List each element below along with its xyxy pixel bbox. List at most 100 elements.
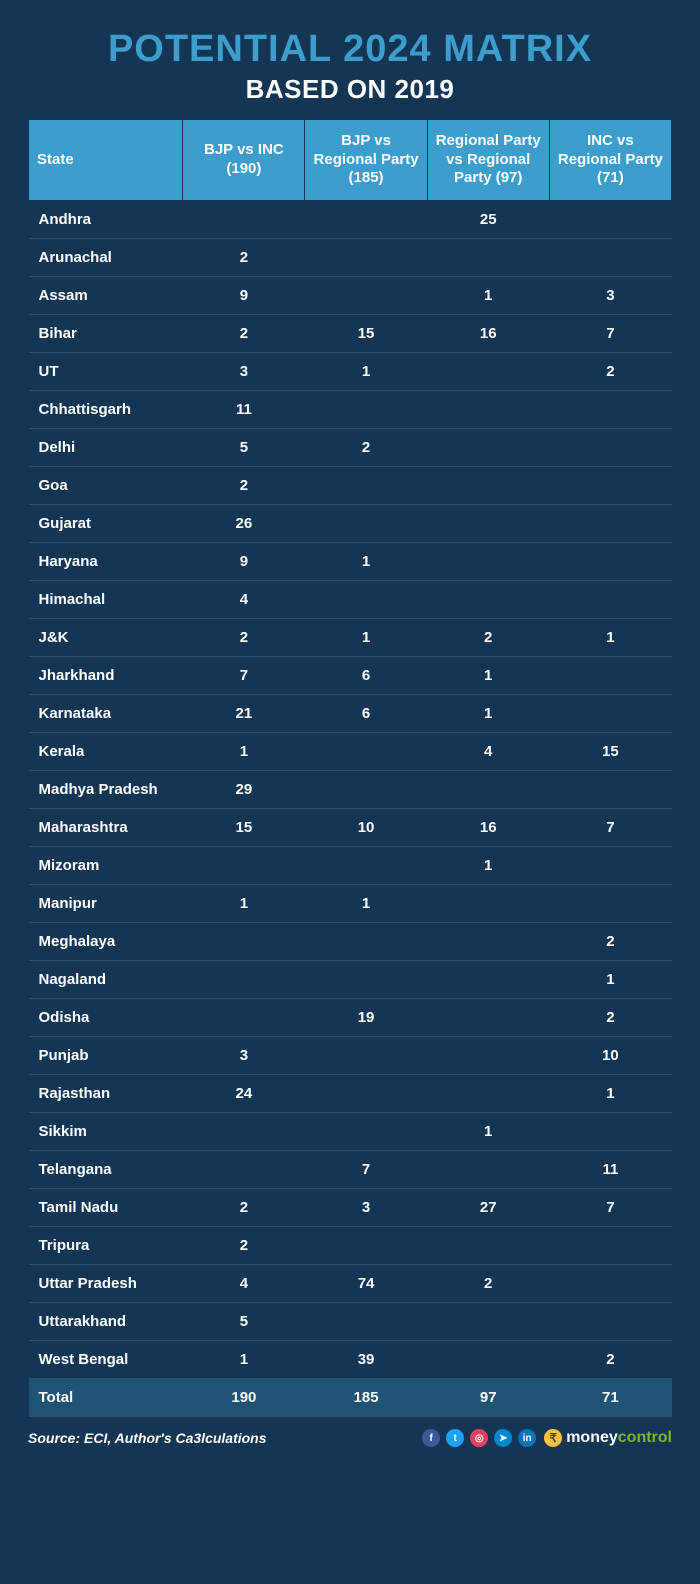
table-row: Kerala1415 bbox=[29, 733, 672, 771]
value-cell: 1 bbox=[549, 1075, 671, 1113]
value-cell: 1 bbox=[427, 657, 549, 695]
column-header: BJP vs Regional Party (185) bbox=[305, 119, 427, 200]
value-cell: 1 bbox=[427, 277, 549, 315]
value-cell: 2 bbox=[549, 1341, 671, 1379]
value-cell bbox=[549, 657, 671, 695]
state-cell: J&K bbox=[29, 619, 183, 657]
value-cell: 2 bbox=[183, 315, 305, 353]
table-row: Nagaland1 bbox=[29, 961, 672, 999]
value-cell bbox=[427, 239, 549, 277]
state-cell: Uttar Pradesh bbox=[29, 1265, 183, 1303]
value-cell: 15 bbox=[549, 733, 671, 771]
source-text: Source: ECI, Author's Ca3lculations bbox=[28, 1430, 267, 1446]
table-row: Telangana711 bbox=[29, 1151, 672, 1189]
value-cell bbox=[549, 467, 671, 505]
brand-prefix: money bbox=[566, 1429, 618, 1446]
table-row: Goa2 bbox=[29, 467, 672, 505]
value-cell bbox=[549, 543, 671, 581]
state-cell: Arunachal bbox=[29, 239, 183, 277]
value-cell bbox=[305, 847, 427, 885]
value-cell bbox=[183, 847, 305, 885]
value-cell bbox=[305, 467, 427, 505]
value-cell bbox=[305, 277, 427, 315]
value-cell bbox=[427, 429, 549, 467]
value-cell: 26 bbox=[183, 505, 305, 543]
state-cell: Delhi bbox=[29, 429, 183, 467]
value-cell bbox=[549, 201, 671, 239]
value-cell bbox=[305, 923, 427, 961]
value-cell: 1 bbox=[549, 619, 671, 657]
value-cell bbox=[427, 999, 549, 1037]
column-header: State bbox=[29, 119, 183, 200]
value-cell bbox=[305, 505, 427, 543]
value-cell bbox=[549, 695, 671, 733]
value-cell: 19 bbox=[305, 999, 427, 1037]
value-cell: 2 bbox=[305, 429, 427, 467]
table-row: Haryana91 bbox=[29, 543, 672, 581]
value-cell bbox=[305, 1113, 427, 1151]
table-row: Chhattisgarh11 bbox=[29, 391, 672, 429]
value-cell: 7 bbox=[183, 657, 305, 695]
value-cell bbox=[427, 467, 549, 505]
value-cell: 1 bbox=[305, 885, 427, 923]
telegram-icon[interactable]: ➤ bbox=[494, 1429, 512, 1447]
value-cell: 2 bbox=[183, 1189, 305, 1227]
value-cell: 1 bbox=[305, 619, 427, 657]
value-cell: 15 bbox=[183, 809, 305, 847]
value-cell bbox=[549, 1113, 671, 1151]
facebook-icon[interactable]: f bbox=[422, 1429, 440, 1447]
table-row: Mizoram1 bbox=[29, 847, 672, 885]
value-cell: 6 bbox=[305, 695, 427, 733]
value-cell: 7 bbox=[305, 1151, 427, 1189]
value-cell bbox=[183, 999, 305, 1037]
value-cell: 1 bbox=[183, 1341, 305, 1379]
value-cell: 21 bbox=[183, 695, 305, 733]
value-cell bbox=[427, 1151, 549, 1189]
value-cell: 2 bbox=[183, 467, 305, 505]
state-cell: Tripura bbox=[29, 1227, 183, 1265]
column-header: BJP vs INC (190) bbox=[183, 119, 305, 200]
value-cell: 27 bbox=[427, 1189, 549, 1227]
table-row: Tripura2 bbox=[29, 1227, 672, 1265]
state-cell: UT bbox=[29, 353, 183, 391]
instagram-icon[interactable]: ◎ bbox=[470, 1429, 488, 1447]
state-cell: West Bengal bbox=[29, 1341, 183, 1379]
brand-suffix: control bbox=[618, 1429, 672, 1446]
state-cell: Punjab bbox=[29, 1037, 183, 1075]
total-value-cell: 185 bbox=[305, 1379, 427, 1417]
value-cell: 25 bbox=[427, 201, 549, 239]
twitter-icon[interactable]: t bbox=[446, 1429, 464, 1447]
value-cell: 15 bbox=[305, 315, 427, 353]
state-cell: Maharashtra bbox=[29, 809, 183, 847]
state-cell: Odisha bbox=[29, 999, 183, 1037]
state-cell: Rajasthan bbox=[29, 1075, 183, 1113]
total-row: Total1901859771 bbox=[29, 1379, 672, 1417]
matrix-table: StateBJP vs INC (190)BJP vs Regional Par… bbox=[28, 119, 672, 1417]
table-body: Andhra25Arunachal2Assam913Bihar215167UT3… bbox=[29, 201, 672, 1417]
linkedin-icon[interactable]: in bbox=[518, 1429, 536, 1447]
state-cell: Madhya Pradesh bbox=[29, 771, 183, 809]
value-cell: 29 bbox=[183, 771, 305, 809]
total-value-cell: 71 bbox=[549, 1379, 671, 1417]
table-row: Madhya Pradesh29 bbox=[29, 771, 672, 809]
table-row: J&K2121 bbox=[29, 619, 672, 657]
value-cell: 74 bbox=[305, 1265, 427, 1303]
table-row: West Bengal1392 bbox=[29, 1341, 672, 1379]
state-cell: Chhattisgarh bbox=[29, 391, 183, 429]
value-cell bbox=[305, 391, 427, 429]
value-cell bbox=[549, 391, 671, 429]
state-cell: Meghalaya bbox=[29, 923, 183, 961]
value-cell bbox=[427, 961, 549, 999]
value-cell bbox=[305, 733, 427, 771]
value-cell bbox=[305, 961, 427, 999]
value-cell: 7 bbox=[549, 809, 671, 847]
value-cell bbox=[427, 543, 549, 581]
table-row: Assam913 bbox=[29, 277, 672, 315]
value-cell bbox=[427, 1341, 549, 1379]
social-icons: ft ◎ ➤ in bbox=[422, 1429, 536, 1447]
value-cell bbox=[549, 581, 671, 619]
value-cell bbox=[427, 1303, 549, 1341]
value-cell bbox=[549, 885, 671, 923]
table-row: Uttarakhand5 bbox=[29, 1303, 672, 1341]
value-cell: 2 bbox=[183, 1227, 305, 1265]
